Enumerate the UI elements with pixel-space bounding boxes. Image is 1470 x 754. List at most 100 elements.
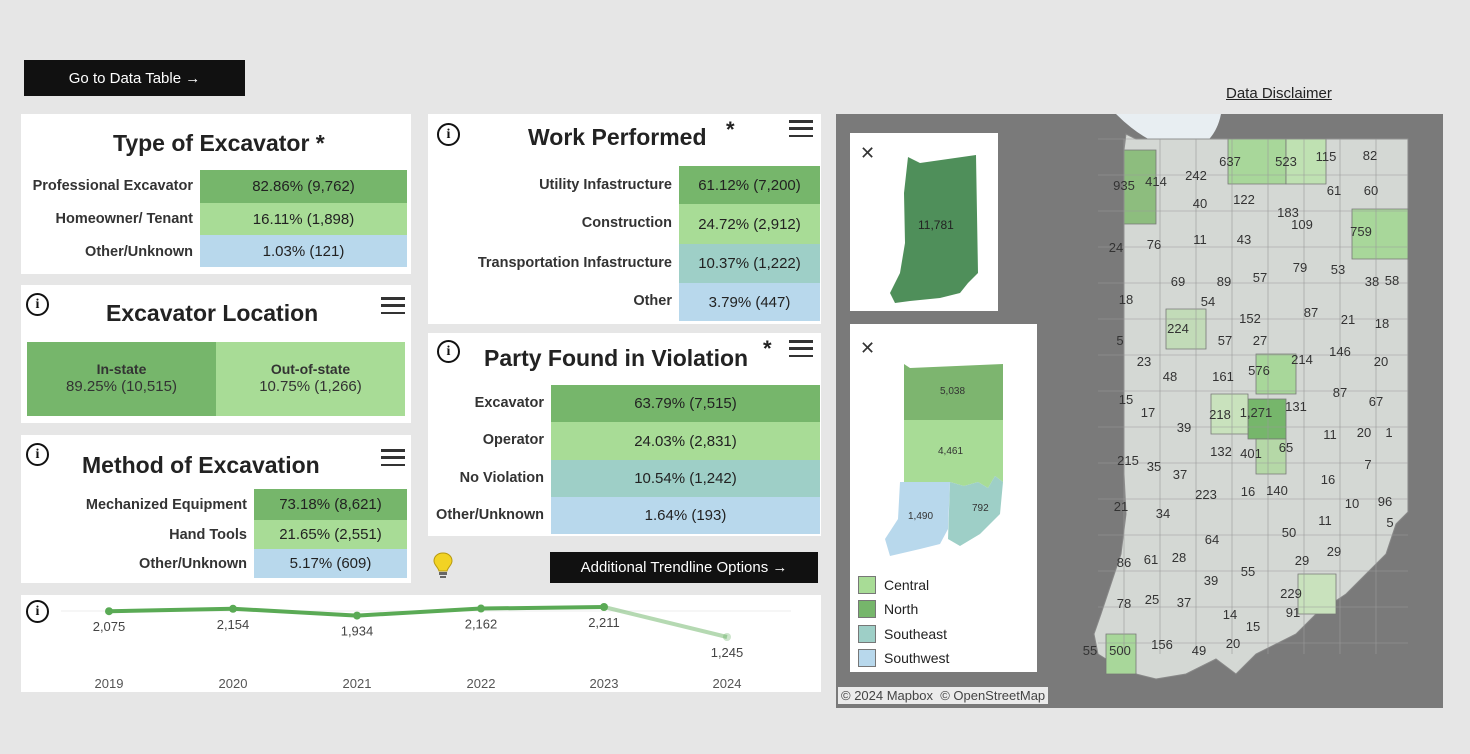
map-area[interactable]: 935 414 242 637 523 115 82 40 122 183 61 60 24 76 11 43… <box>836 114 1443 708</box>
county-value-label[interactable]: 401 <box>1240 446 1262 461</box>
info-icon[interactable]: i <box>26 600 49 623</box>
county-value-label[interactable]: 161 <box>1212 369 1234 384</box>
county-value-label[interactable]: 61 <box>1144 552 1158 567</box>
lightbulb-icon[interactable] <box>432 551 454 581</box>
county-value-label[interactable]: 60 <box>1364 183 1378 198</box>
county-value-label[interactable]: 48 <box>1163 369 1177 384</box>
county-value-label[interactable]: 89 <box>1217 274 1231 289</box>
county-value-label[interactable]: 61 <box>1327 183 1341 198</box>
county-value-label[interactable]: 146 <box>1329 344 1351 359</box>
county-value-label[interactable]: 122 <box>1233 192 1255 207</box>
method-bar-0[interactable]: 73.18% (8,621) <box>254 489 407 520</box>
county-value-label[interactable]: 935 <box>1113 178 1135 193</box>
county-value-label[interactable]: 414 <box>1145 174 1167 189</box>
party-bar-0[interactable]: 63.79% (7,515) <box>551 385 820 422</box>
excavator-type-bar-2[interactable]: 1.03% (121) <box>200 235 407 267</box>
close-icon[interactable]: ✕ <box>860 338 876 358</box>
legend-item-north[interactable]: North <box>858 600 918 618</box>
county-value-label[interactable]: 38 <box>1365 274 1379 289</box>
county-value-label[interactable]: 759 <box>1350 224 1372 239</box>
county-value-label[interactable]: 214 <box>1291 352 1313 367</box>
county-value-label[interactable]: 523 <box>1275 154 1297 169</box>
county-value-label[interactable]: 67 <box>1369 394 1383 409</box>
instate-block[interactable]: In-state 89.25% (10,515) <box>27 342 216 416</box>
county-value-label[interactable]: 24 <box>1109 240 1123 255</box>
county-value-label[interactable]: 27 <box>1253 333 1267 348</box>
menu-icon[interactable] <box>789 120 813 137</box>
party-bar-1[interactable]: 24.03% (2,831) <box>551 422 820 460</box>
county-value-label[interactable]: 54 <box>1201 294 1215 309</box>
county-value-label[interactable]: 17 <box>1141 405 1155 420</box>
legend-item-southwest[interactable]: Southwest <box>858 649 949 667</box>
county-value-label[interactable]: 242 <box>1185 168 1207 183</box>
county-value-label[interactable]: 35 <box>1147 459 1161 474</box>
menu-icon[interactable] <box>381 297 405 314</box>
county-value-label[interactable]: 55 <box>1083 643 1097 658</box>
county-value-label[interactable]: 7 <box>1364 457 1371 472</box>
trend-point[interactable] <box>600 603 608 611</box>
county-value-label[interactable]: 1,271 <box>1240 405 1273 420</box>
county-value-label[interactable]: 86 <box>1117 555 1131 570</box>
legend-item-southeast[interactable]: Southeast <box>858 625 947 643</box>
county-value-label[interactable]: 39 <box>1204 573 1218 588</box>
county-value-label[interactable]: 78 <box>1117 596 1131 611</box>
county-value-label[interactable]: 50 <box>1282 525 1296 540</box>
county-value-label[interactable]: 34 <box>1156 506 1170 521</box>
county-value-label[interactable]: 16 <box>1321 472 1335 487</box>
excavator-type-bar-1[interactable]: 16.11% (1,898) <box>200 203 407 235</box>
trend-point[interactable] <box>105 607 113 616</box>
county-value-label[interactable]: 20 <box>1357 425 1371 440</box>
method-bar-2[interactable]: 5.17% (609) <box>254 549 407 578</box>
county-value-label[interactable]: 1 <box>1385 425 1392 440</box>
county-value-label[interactable]: 57 <box>1218 333 1232 348</box>
county-value-label[interactable]: 637 <box>1219 154 1241 169</box>
county-value-label[interactable]: 18 <box>1375 316 1389 331</box>
county-value-label[interactable]: 14 <box>1223 607 1237 622</box>
menu-icon[interactable] <box>381 449 405 466</box>
county-value-label[interactable]: 576 <box>1248 363 1270 378</box>
county-value-label[interactable]: 21 <box>1341 312 1355 327</box>
info-icon[interactable]: i <box>26 293 49 316</box>
info-icon[interactable]: i <box>437 340 460 363</box>
county-value-label[interactable]: 76 <box>1147 237 1161 252</box>
additional-trendline-options-button[interactable]: Additional Trendline Options → <box>550 552 818 583</box>
county-value-label[interactable]: 65 <box>1279 440 1293 455</box>
county-value-label[interactable]: 16 <box>1241 484 1255 499</box>
county-value-label[interactable]: 5 <box>1386 515 1393 530</box>
county-value-label[interactable]: 37 <box>1177 595 1191 610</box>
party-bar-3[interactable]: 1.64% (193) <box>551 497 820 534</box>
method-bar-1[interactable]: 21.65% (2,551) <box>254 520 407 549</box>
work-bar-1[interactable]: 24.72% (2,912) <box>679 204 820 244</box>
county-value-label[interactable]: 49 <box>1192 643 1206 658</box>
trend-point[interactable] <box>477 604 485 613</box>
county-value-label[interactable]: 87 <box>1304 305 1318 320</box>
county-value-label[interactable]: 82 <box>1363 148 1377 163</box>
county-value-label[interactable]: 25 <box>1145 592 1159 607</box>
county-value-label[interactable]: 64 <box>1205 532 1219 547</box>
county-value-label[interactable]: 183 <box>1277 205 1299 220</box>
county-value-label[interactable]: 115 <box>1316 149 1337 164</box>
county-value-label[interactable]: 5 <box>1116 333 1123 348</box>
county-value-label[interactable]: 215 <box>1117 453 1139 468</box>
county-value-label[interactable]: 224 <box>1167 321 1189 336</box>
party-bar-2[interactable]: 10.54% (1,242) <box>551 460 820 497</box>
county-value-label[interactable]: 53 <box>1331 262 1345 277</box>
outstate-block[interactable]: Out-of-state 10.75% (1,266) <box>216 342 405 416</box>
trend-point[interactable] <box>229 604 237 613</box>
county-value-label[interactable]: 11 <box>1323 427 1337 442</box>
county-value-label[interactable]: 57 <box>1253 270 1267 285</box>
info-icon[interactable]: i <box>26 443 49 466</box>
county-value-label[interactable]: 29 <box>1327 544 1341 559</box>
county-value-label[interactable]: 109 <box>1291 217 1313 232</box>
county-value-label[interactable]: 23 <box>1137 354 1151 369</box>
county-value-label[interactable]: 58 <box>1385 273 1399 288</box>
county-value-label[interactable]: 40 <box>1193 196 1207 211</box>
county-value-label[interactable]: 39 <box>1177 420 1191 435</box>
county-value-label[interactable]: 15 <box>1119 392 1133 407</box>
county-value-label[interactable]: 28 <box>1172 550 1186 565</box>
trend-point[interactable] <box>353 611 361 620</box>
county-value-label[interactable]: 11 <box>1318 513 1332 528</box>
work-bar-0[interactable]: 61.12% (7,200) <box>679 166 820 204</box>
county-value-label[interactable]: 79 <box>1293 260 1307 275</box>
info-icon[interactable]: i <box>437 123 460 146</box>
